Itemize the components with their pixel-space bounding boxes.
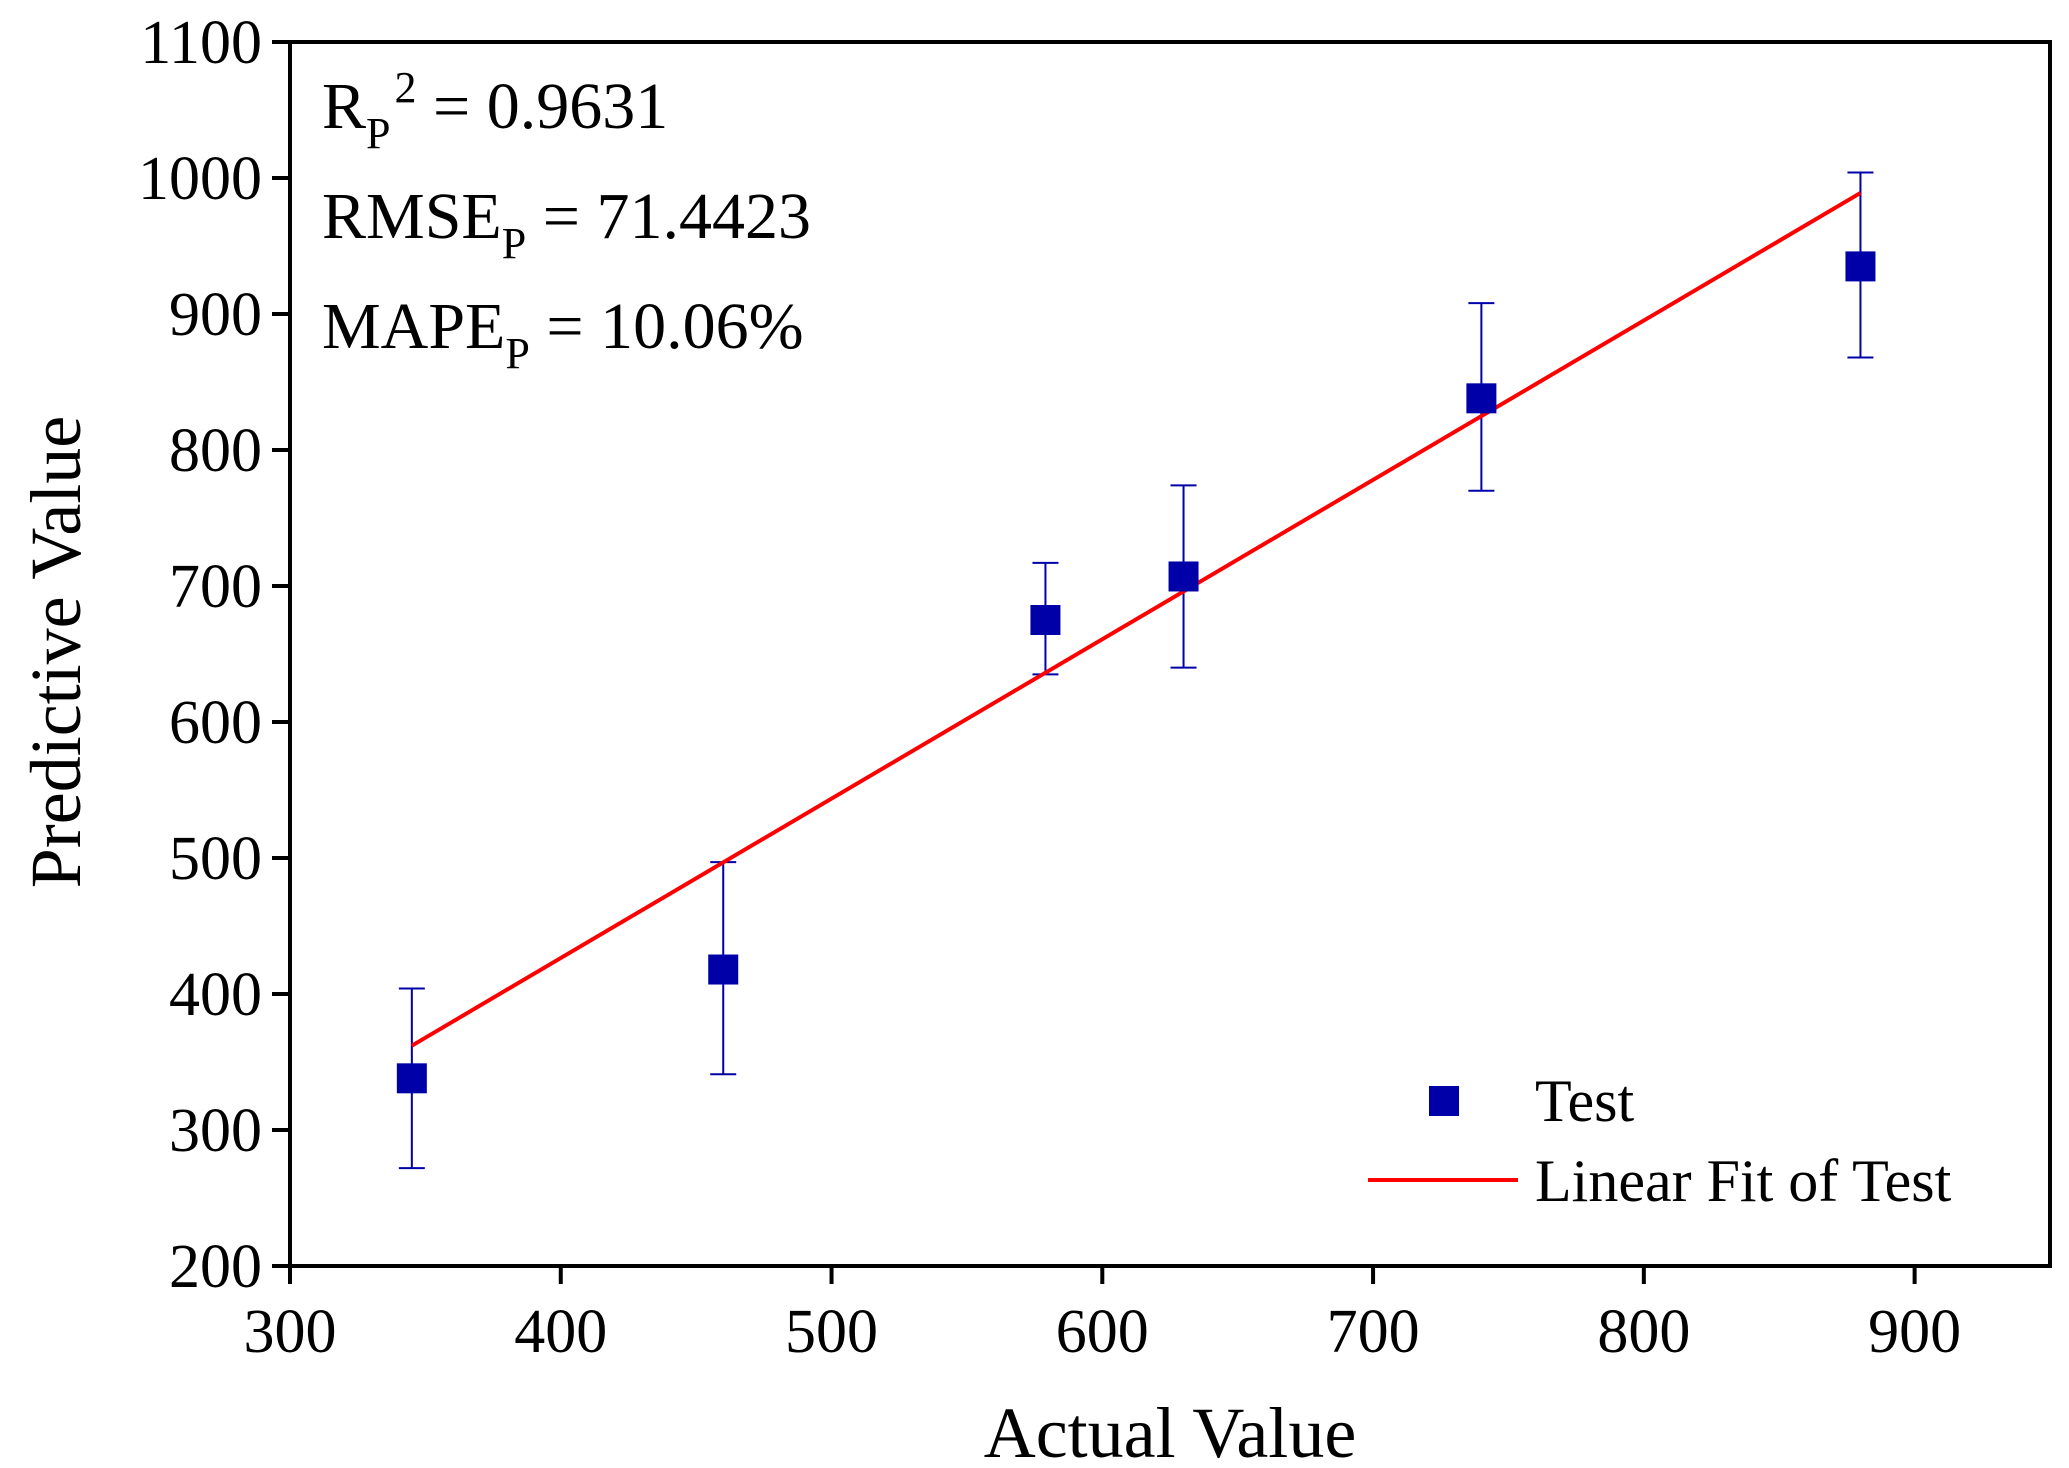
legend-marker-test [1429, 1086, 1459, 1116]
y-tick-label: 600 [169, 689, 262, 757]
x-tick-label: 400 [514, 1298, 607, 1366]
y-tick-label: 1000 [138, 145, 262, 213]
stat-value: = 10.06% [530, 290, 804, 363]
stat-name: RMSE [322, 180, 502, 253]
y-axis-title: Predictive Value [16, 416, 96, 889]
stat-subscript: P [366, 109, 390, 158]
x-tick-label: 300 [244, 1298, 337, 1366]
stat-annotation: RP2 = 0.9631 [322, 63, 668, 158]
x-tick-label: 900 [1868, 1298, 1961, 1366]
y-tick-label: 1100 [140, 9, 262, 77]
stat-value: = 71.4423 [526, 180, 811, 253]
data-point [1168, 561, 1199, 592]
stat-annotation: MAPEP = 10.06% [322, 290, 804, 378]
x-tick-label: 700 [1327, 1298, 1420, 1366]
legend-label-fit: Linear Fit of Test [1535, 1148, 1952, 1214]
y-tick-label: 700 [169, 553, 262, 621]
y-tick-label: 800 [169, 417, 262, 485]
data-point [708, 954, 739, 985]
fit-line [410, 191, 1862, 1048]
stat-subscript: P [505, 329, 529, 378]
x-tick-label: 800 [1597, 1298, 1690, 1366]
plot-frame [288, 40, 2052, 1268]
stat-superscript: 2 [395, 63, 417, 112]
stat-name: R [322, 70, 366, 143]
y-tick-label: 900 [169, 281, 262, 349]
x-tick-label: 500 [785, 1298, 878, 1366]
data-point [1845, 251, 1876, 282]
data-point [1466, 383, 1497, 414]
y-tick-label: 300 [169, 1097, 262, 1165]
data-point [396, 1063, 427, 1094]
x-tick-label: 600 [1056, 1298, 1149, 1366]
x-axis-title: Actual Value [984, 1393, 1357, 1468]
y-tick-label: 500 [169, 825, 262, 893]
y-tick-label: 400 [169, 961, 262, 1029]
stat-name: MAPE [322, 290, 505, 363]
legend-label-test: Test [1535, 1068, 1634, 1134]
stat-annotation: RMSEP = 71.4423 [322, 180, 811, 268]
data-point [1030, 605, 1061, 635]
y-tick-label: 200 [169, 1233, 262, 1301]
stat-subscript: P [502, 219, 526, 268]
stat-value: = 0.9631 [417, 70, 669, 143]
